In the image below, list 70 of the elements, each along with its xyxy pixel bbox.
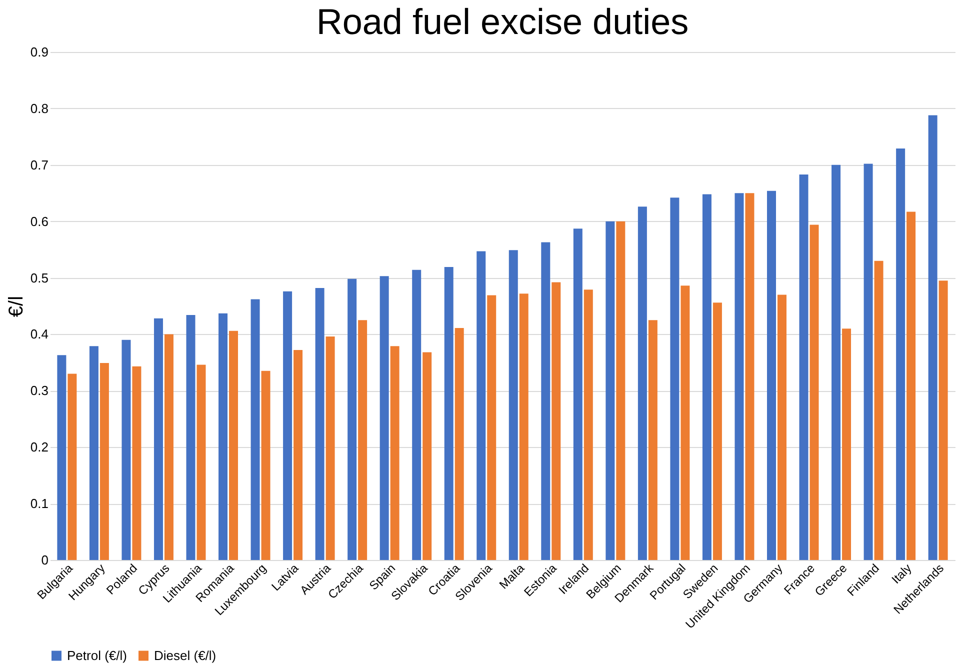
bar <box>638 206 647 560</box>
bar <box>186 315 196 560</box>
bar <box>616 221 626 560</box>
bar <box>68 374 77 560</box>
bar <box>519 294 528 560</box>
bar <box>100 363 109 560</box>
bar <box>196 364 206 560</box>
bar <box>250 299 260 560</box>
bar <box>680 286 690 560</box>
y-tick-label: 0.2 <box>30 440 48 455</box>
bar <box>938 280 948 560</box>
bar <box>874 260 884 560</box>
legend-label: Petrol (€/l) <box>67 648 127 663</box>
bar <box>896 148 906 560</box>
bar <box>745 193 754 560</box>
bar <box>541 242 550 560</box>
bar <box>648 320 658 560</box>
bar <box>906 212 916 560</box>
bar <box>864 164 873 560</box>
bar <box>348 278 357 560</box>
bar <box>810 224 819 560</box>
bar <box>606 221 615 560</box>
legend-label: Diesel (€/l) <box>154 648 216 663</box>
bar <box>326 336 335 560</box>
y-tick-label: 0.1 <box>30 496 48 512</box>
y-tick-label: 0.6 <box>30 214 48 229</box>
y-tick-label: 0.3 <box>30 383 48 398</box>
bar <box>315 288 324 560</box>
bar <box>734 193 744 560</box>
y-tick-label: 0.7 <box>30 157 48 172</box>
bar <box>294 350 303 560</box>
bar <box>132 366 142 560</box>
bar <box>832 164 841 560</box>
bar <box>702 194 712 560</box>
bar <box>487 295 496 560</box>
bar <box>422 352 432 560</box>
bar <box>380 276 389 560</box>
bar <box>552 282 561 560</box>
bar <box>261 370 270 560</box>
y-tick-label: 0 <box>41 552 48 568</box>
bar <box>476 251 486 560</box>
bar <box>358 320 368 560</box>
bar <box>584 290 593 560</box>
bar <box>444 267 454 560</box>
bar <box>164 334 174 560</box>
bar <box>229 330 238 560</box>
bar <box>154 318 163 560</box>
bar <box>767 190 776 560</box>
bar <box>412 270 422 560</box>
y-tick-label: 0.8 <box>30 100 48 116</box>
bar <box>89 346 98 560</box>
bar <box>712 302 722 560</box>
bar <box>842 328 852 560</box>
bar <box>928 115 938 560</box>
y-tick-label: 0.5 <box>30 270 48 286</box>
chart-title: Road fuel excise duties <box>316 1 689 42</box>
bar <box>390 346 400 560</box>
bar <box>670 198 680 560</box>
bar <box>57 355 66 560</box>
bar <box>799 174 808 560</box>
bar <box>218 313 228 560</box>
bar <box>454 328 464 560</box>
bar <box>573 228 582 560</box>
bar <box>508 250 518 560</box>
y-tick-label: 0.9 <box>30 44 48 60</box>
y-tick-label: 0.4 <box>30 326 48 342</box>
bar <box>283 291 292 560</box>
y-axis-title: €/l <box>5 296 28 318</box>
bar <box>122 340 131 560</box>
bar <box>777 294 786 560</box>
